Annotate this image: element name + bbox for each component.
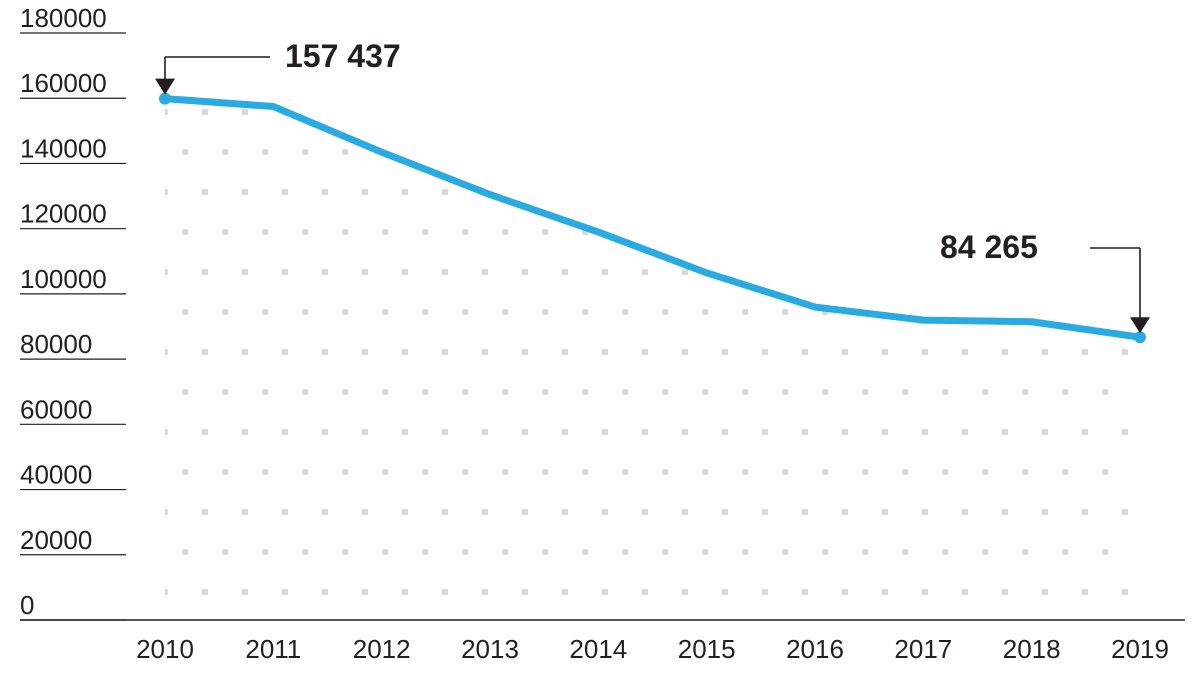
y-tick-label: 180000	[20, 3, 107, 33]
x-tick-label: 2018	[1003, 634, 1061, 664]
y-tick-label: 100000	[20, 264, 107, 294]
callout-start-label: 157 437	[285, 38, 401, 74]
chart-container: 0 20000 40000 60000 80000 100000 120000 140000 1…	[0, 0, 1200, 687]
y-tick-label: 40000	[20, 460, 92, 490]
y-tick-label: 160000	[20, 68, 107, 98]
x-tick-label: 2014	[569, 634, 627, 664]
x-tick-label: 2019	[1111, 634, 1169, 664]
y-tick-label: 80000	[20, 329, 92, 359]
x-tick-label: 2010	[136, 634, 194, 664]
y-tick-label: 60000	[20, 394, 92, 424]
x-tick-label: 2013	[461, 634, 519, 664]
y-tick-label: 120000	[20, 199, 107, 229]
line-chart: 0 20000 40000 60000 80000 100000 120000 140000 1…	[0, 0, 1200, 687]
x-tick-label: 2011	[245, 634, 301, 664]
x-tick-label: 2016	[786, 634, 844, 664]
x-tick-label: 2017	[894, 634, 952, 664]
y-tick-label: 140000	[20, 133, 107, 163]
x-tick-label: 2012	[353, 634, 411, 664]
x-tick-label: 2015	[678, 634, 736, 664]
y-tick-label: 0	[20, 590, 34, 620]
y-tick-label: 20000	[20, 525, 92, 555]
callout-end-label: 84 265	[940, 229, 1038, 265]
